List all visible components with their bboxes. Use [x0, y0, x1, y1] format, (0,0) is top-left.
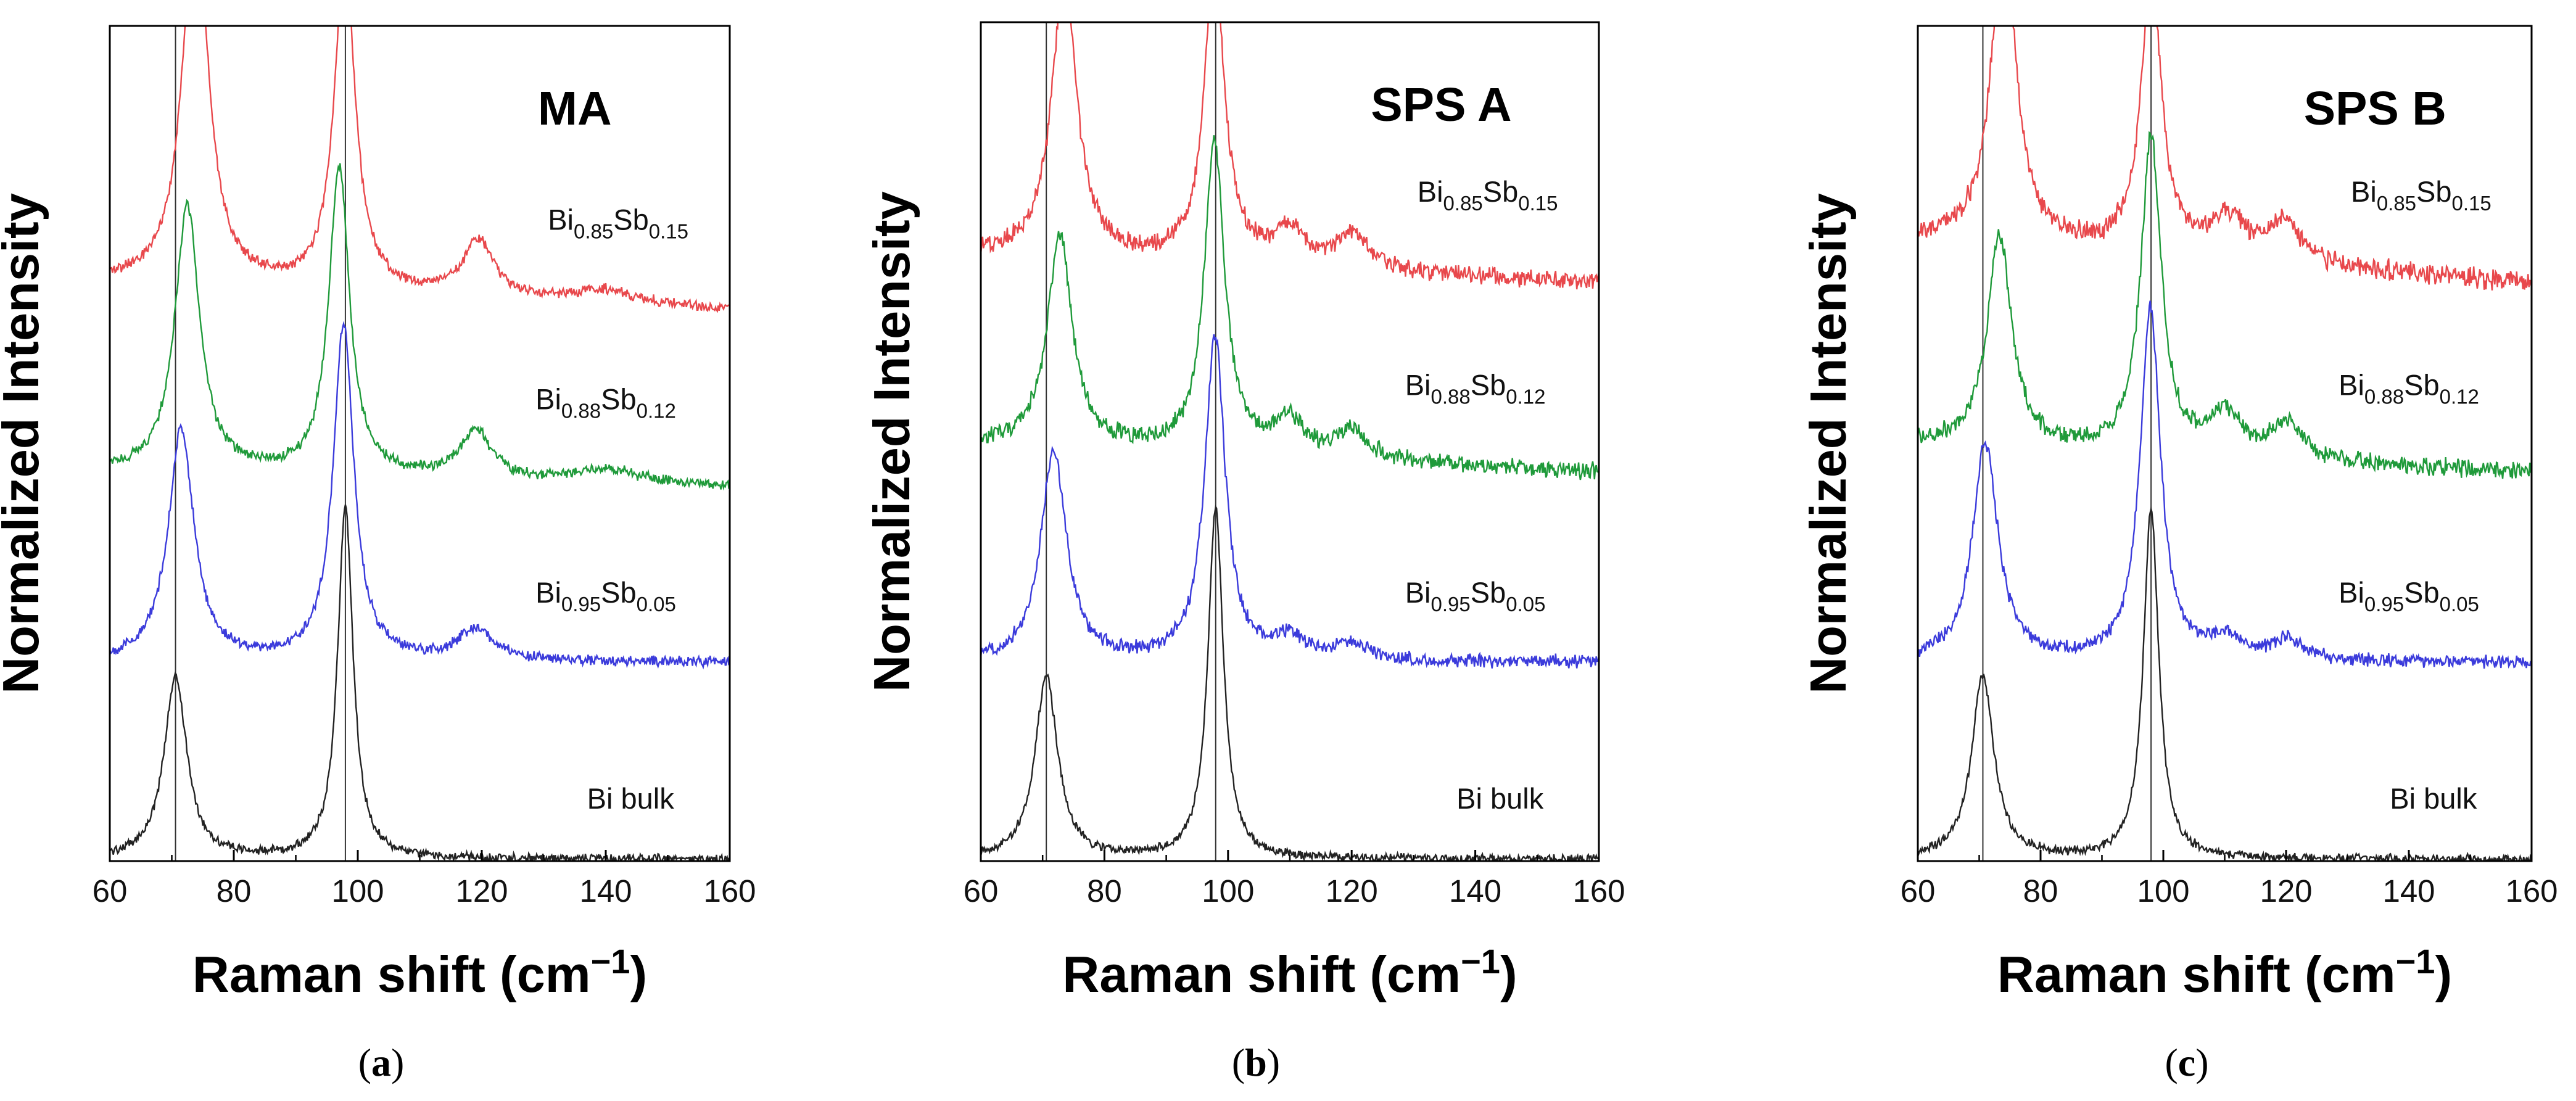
series-label: Bi bulk — [587, 782, 675, 815]
x-tick-label: 160 — [2505, 873, 2557, 909]
x-tick-label: 100 — [331, 873, 384, 909]
plot-frame — [1917, 25, 2533, 862]
series-label-sub: 0.05 — [1506, 593, 1545, 616]
series-label-sub: 0.12 — [637, 399, 676, 422]
series-label-sub: 0.05 — [637, 593, 676, 616]
series-label-sub: 0.15 — [2452, 192, 2491, 215]
series-label-sub: 0.85 — [2377, 192, 2416, 215]
series-line — [110, 321, 730, 670]
series-label: Bi0.95Sb0.05 — [1405, 576, 1546, 616]
series-line — [981, 505, 1599, 861]
panel-caption: (a) — [358, 1041, 405, 1084]
series-label-base: Bi — [2351, 175, 2377, 208]
x-axis-title: Raman shift (cm−1) — [1062, 942, 1517, 1003]
series-label: Bi0.95Sb0.05 — [2339, 576, 2479, 616]
x-tick-label: 120 — [2260, 873, 2312, 909]
series-label: Bi bulk — [1456, 782, 1544, 815]
series-label: Bi0.88Sb0.12 — [2339, 369, 2479, 408]
panel-c: Bi bulkBi0.95Sb0.05Bi0.88Sb0.12Bi0.85Sb0… — [1799, 25, 2558, 1084]
series-label-base: Bi — [1405, 369, 1431, 402]
x-tick-label: 100 — [2137, 873, 2189, 909]
series-label-sub: 0.95 — [2364, 593, 2404, 616]
series-label-base: Sb — [1471, 576, 1506, 609]
series-label: Bi0.85Sb0.15 — [548, 204, 688, 243]
series-line — [981, 22, 1599, 290]
x-tick-label: 120 — [1326, 873, 1378, 909]
panel-title: MA — [538, 82, 612, 135]
series-label-base: Sb — [2416, 175, 2452, 208]
series-line — [110, 505, 730, 861]
series-line — [981, 334, 1599, 669]
series-label-sub: 0.88 — [1431, 386, 1471, 408]
plot-frame — [109, 25, 731, 862]
series-label: Bi0.85Sb0.15 — [1418, 175, 1558, 215]
plot-frame — [980, 21, 1600, 862]
series-label-sub: 0.88 — [561, 399, 601, 422]
series-label: Bi0.88Sb0.12 — [535, 382, 676, 422]
series-label: Bi bulk — [2390, 782, 2477, 815]
series-label-base: Sb — [2404, 576, 2440, 609]
series-label-base: Sb — [601, 576, 637, 609]
x-tick-label: 100 — [1202, 873, 1254, 909]
panel-caption: (b) — [1232, 1041, 1280, 1084]
x-tick-label: 60 — [1901, 873, 1936, 909]
series-label-sub: 0.12 — [1506, 386, 1545, 408]
series-label-base: Bi — [2339, 369, 2364, 402]
panel-b: Bi bulkBi0.95Sb0.05Bi0.88Sb0.12Bi0.85Sb0… — [863, 21, 1625, 1084]
x-tick-label: 60 — [93, 873, 128, 909]
series-label-base: Sb — [1483, 175, 1519, 208]
x-tick-label: 160 — [703, 873, 756, 909]
y-axis-title: Normalized Intensity — [0, 193, 49, 694]
series-line — [110, 163, 730, 491]
series-label: Bi0.95Sb0.05 — [535, 576, 676, 616]
x-tick-label: 160 — [1572, 873, 1625, 909]
series-label-base: Sb — [613, 204, 649, 236]
x-tick-label: 140 — [1449, 873, 1501, 909]
x-tick-label: 140 — [2382, 873, 2435, 909]
series-label-sub: 0.15 — [1518, 192, 1558, 215]
series-label-base: Bi — [1405, 576, 1431, 609]
series-label-base: Bi — [1418, 175, 1443, 208]
series-label-sub: 0.85 — [1443, 192, 1483, 215]
x-axis-title: Raman shift (cm−1) — [1997, 942, 2452, 1003]
series-line — [110, 26, 730, 313]
panel-caption: (c) — [2165, 1041, 2208, 1084]
series-label-sub: 0.95 — [561, 593, 601, 616]
series-label-base: Sb — [1471, 369, 1506, 402]
series-label-sub: 0.12 — [2440, 386, 2479, 408]
series-label: Bi0.85Sb0.15 — [2351, 175, 2491, 215]
x-tick-label: 60 — [964, 873, 999, 909]
x-tick-label: 80 — [2023, 873, 2058, 909]
series-label-base: Bi — [535, 576, 561, 609]
x-axis-title: Raman shift (cm−1) — [192, 942, 647, 1003]
series-label-base: Sb — [601, 382, 637, 415]
series-line — [1918, 300, 2532, 669]
series-label-sub: 0.15 — [649, 220, 688, 243]
series-label-sub: 0.05 — [2440, 593, 2479, 616]
panel-a: Bi bulkBi0.95Sb0.05Bi0.88Sb0.12Bi0.85Sb0… — [0, 25, 756, 1084]
series-line — [1918, 26, 2532, 291]
series-label-base: Bi — [2339, 576, 2364, 609]
series-label: Bi0.88Sb0.12 — [1405, 369, 1546, 408]
x-tick-label: 140 — [579, 873, 632, 909]
x-tick-label: 120 — [455, 873, 508, 909]
y-axis-title: Normalized Intensity — [1799, 193, 1857, 694]
series-label-sub: 0.95 — [1431, 593, 1471, 616]
panel-title: SPS A — [1371, 78, 1511, 131]
x-tick-label: 80 — [1087, 873, 1122, 909]
panel-title: SPS B — [2304, 82, 2446, 135]
series-line — [1918, 131, 2532, 479]
x-tick-label: 80 — [217, 873, 252, 909]
series-label-sub: 0.85 — [574, 220, 613, 243]
series-label-sub: 0.88 — [2364, 386, 2404, 408]
series-label-base: Bi — [548, 204, 574, 236]
y-axis-title: Normalized Intensity — [863, 191, 920, 692]
series-line — [981, 135, 1599, 480]
series-label-base: Bi — [535, 382, 561, 415]
series-label-base: Sb — [2404, 369, 2440, 402]
